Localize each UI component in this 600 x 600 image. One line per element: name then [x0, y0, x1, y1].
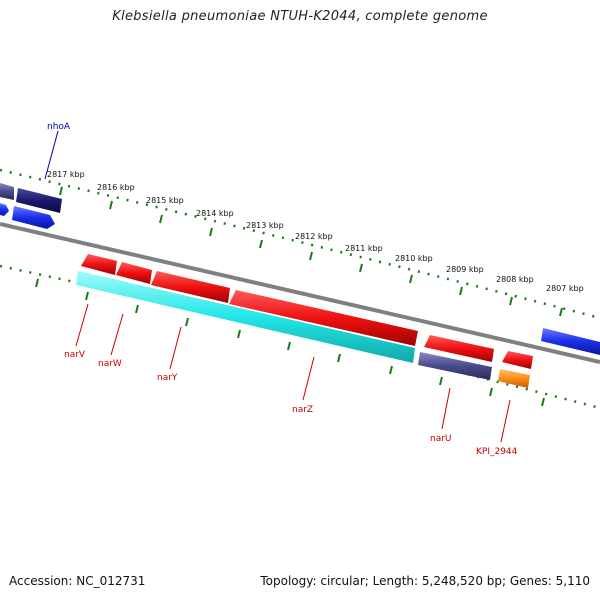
label-leaders — [44, 130, 511, 443]
map-title: Klebsiella pneumoniae NTUH-K2044, comple… — [112, 9, 488, 24]
kbp-labels: 2817 kbp 2816 kbp 2815 kbp 2814 kbp 2813… — [47, 170, 584, 293]
feature-arrow — [541, 328, 600, 355]
feature-arrow-narZ — [229, 290, 418, 346]
upper-tick-track — [0, 168, 600, 320]
tick-label: 2817 kbp — [47, 170, 85, 179]
accession-text: Accession: NC_012731 — [9, 574, 146, 588]
gene-label-narV: narV — [64, 350, 86, 360]
feature-arrow — [0, 183, 14, 200]
tick-label: 2816 kbp — [97, 183, 135, 192]
tick-label: 2811 kbp — [345, 244, 383, 253]
tick-label: 2813 kbp — [246, 221, 284, 230]
gene-label-narW: narW — [98, 359, 122, 369]
gene-label-KPI_2944: KPI_2944 — [476, 447, 518, 457]
feature-arrow-narW — [116, 262, 152, 284]
forward-strand-features — [0, 183, 600, 355]
reverse-strand-features — [76, 254, 533, 388]
feature-arrow-narU — [424, 335, 494, 362]
feature-arrow — [0, 203, 9, 216]
tick-label: 2810 kbp — [395, 254, 433, 263]
feature-slate — [418, 352, 492, 380]
feature-arrow-KPI_2944 — [502, 351, 533, 369]
lower-major-ticks — [35, 278, 545, 407]
feature-cyan — [76, 271, 415, 363]
feature-arrow — [12, 206, 55, 229]
genome-summary-text: Topology: circular; Length: 5,248,520 bp… — [260, 574, 590, 588]
gene-label-narY: narY — [157, 373, 178, 383]
tick-label: 2812 kbp — [295, 232, 333, 241]
feature-orange — [498, 369, 530, 388]
gene-label-narZ: narZ — [292, 405, 313, 415]
tick-label: 2815 kbp — [146, 196, 184, 205]
tick-label: 2814 kbp — [196, 209, 234, 218]
feature-arrow — [16, 188, 62, 213]
feature-arrow-narY — [151, 271, 230, 303]
gene-label-nhoA: nhoA — [47, 122, 71, 132]
tick-label: 2808 kbp — [496, 275, 534, 284]
tick-label: 2807 kbp — [546, 284, 584, 293]
genome-backbone — [0, 222, 600, 364]
feature-arrow-narV — [81, 254, 117, 275]
gene-label-narU: narU — [430, 434, 452, 444]
tick-label: 2809 kbp — [446, 265, 484, 274]
upper-major-ticks — [59, 186, 563, 317]
gene-labels: nhoA narV narW narY narZ narU KPI_2944 — [47, 122, 518, 457]
